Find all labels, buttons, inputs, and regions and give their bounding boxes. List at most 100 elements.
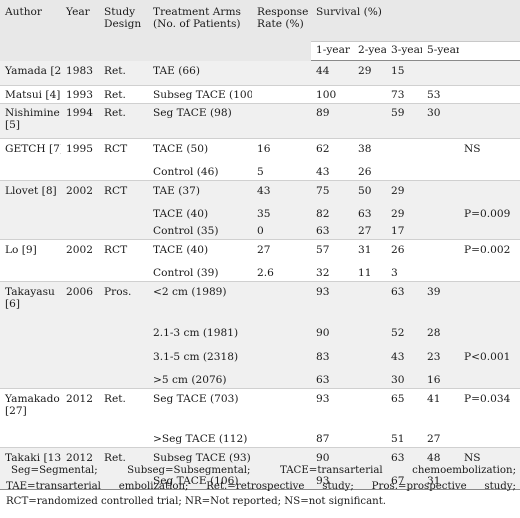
cell-p-value [459,264,520,282]
cell-3-year: 15 [386,60,422,86]
cell-2-year: 50 [353,180,386,205]
cell-2-year: 27 [353,222,386,240]
cell-author: Nishimine [5] [0,103,61,139]
cell-author [0,347,61,371]
cell-p-value [459,371,520,389]
cell-5-year: 31 [422,472,459,490]
cell-author [0,430,61,448]
table-row: Nishimine [5] 1994 Ret. Seg TACE (98) 89… [0,103,520,139]
cell-p-value: NS [459,447,520,472]
col-header-1-year: 1-year [311,41,353,61]
cell-response: 5 [257,166,264,178]
cell-p-value [459,472,520,490]
cell-author: GETCH [7] [0,138,61,163]
cell-design [99,205,148,222]
cell-arm: 2.1-3 cm (1981) [148,323,252,347]
cell-response [252,85,311,104]
cell-author [0,222,61,240]
table-row: Lo [9] 2002 RCT TACE (40) 27 57 31 26 P=… [0,239,520,264]
table-row: >5 cm (2076) 63 30 16 [0,371,520,389]
table-row: Yamada [2] 1983 Ret. TAE (66) 44 29 15 [0,60,520,86]
cell-5-year [422,205,459,222]
cell-author [0,163,61,181]
cell-arm: >Seg TACE (112) [153,433,248,445]
cell-2-year: 31 [353,239,386,264]
cell-p-value: NS [459,138,520,163]
cell-response [252,281,311,323]
cell-response: 43 [252,180,311,205]
table-row: Yamakado [27] 2012 Ret. Seg TACE (703) 9… [0,388,520,430]
cell-2-year: 63 [353,205,386,222]
cell-1-year: 93 [311,281,353,323]
cell-author [0,472,61,490]
cell-year: 2002 [61,239,99,264]
cell-5-year: 23 [422,347,459,371]
cell-2-year [353,85,386,104]
cell-author: Takayasu [6] [0,281,61,323]
cell-3-year: 73 [386,85,422,104]
cell-author [0,205,61,222]
cell-response [252,447,311,472]
cell-arm: Subseg TACE (100) [148,85,252,104]
cell-design: Ret. [99,103,148,139]
cell-3-year: 29 [386,180,422,205]
cell-p-value [459,163,520,181]
table-row: Llovet [8] 2002 RCT TAE (37) 43 75 50 29 [0,180,520,205]
cell-design [99,472,148,490]
cell-2-year [353,447,386,472]
col-header-response: Response Rate (%) [252,0,311,61]
cell-p-value [459,323,520,347]
cell-arm: TAE (37) [148,180,252,205]
cell-p-value: P=0.002 [459,239,520,264]
cell-3-year: 67 [386,472,422,490]
cell-response [252,430,311,448]
cell-arm: 3.1-5 cm (2318) [148,347,252,371]
cell-response: 35 [252,205,311,222]
cell-5-year: 39 [422,281,459,323]
cell-2-year [353,430,386,448]
cell-p-value [459,180,520,205]
cell-1-year: 93 [311,388,353,430]
cell-3-year [386,138,422,163]
cell-3-year [386,163,422,181]
cell-design: RCT [99,180,148,205]
subheader-row: 1-year 2-year 3-year 5-year [0,41,520,61]
cell-5-year: 30 [422,103,459,139]
cell-3-year: 63 [386,281,422,323]
cell-3-year: 29 [386,205,422,222]
cell-design [99,222,148,240]
cell-5-year [422,239,459,264]
cell-2-year [353,103,386,139]
cell-design [99,323,148,347]
cell-arm: Seg TACE (703) [148,388,252,430]
cell-author: Yamakado [27] [0,388,61,430]
col-header-design: Study Design [99,0,148,61]
cell-3-year: 52 [386,323,422,347]
cell-p-value [459,430,520,448]
col-header-p-value [459,41,520,61]
cell-2-year [353,371,386,389]
cell-2-year: 26 [358,166,372,178]
cell-arm: TACE (50) [148,138,252,163]
cell-2-year [353,388,386,430]
cell-3-year: 17 [386,222,422,240]
cell-year: 2012 [61,447,99,472]
cell-1-year: 87 [316,433,330,445]
cell-2-year: 11 [358,267,372,279]
cell-1-year: 75 [311,180,353,205]
cell-p-value [459,60,520,86]
cell-p-value [459,103,520,139]
cell-1-year: 43 [316,166,330,178]
col-header-author: Author [0,0,61,61]
cell-3-year: 3 [391,267,398,279]
col-header-arms: Treatment Arms (No. of Patients) [148,0,252,61]
cell-arm: TACE (40) [148,239,252,264]
cell-1-year: 90 [311,323,353,347]
cell-2-year: 29 [353,60,386,86]
cell-arm: Control (46) [153,166,219,178]
cell-1-year: 93 [311,472,353,490]
cell-design: Ret. [99,447,148,472]
cell-author: Yamada [2] [0,60,61,86]
cell-design: Pros. [99,281,148,323]
